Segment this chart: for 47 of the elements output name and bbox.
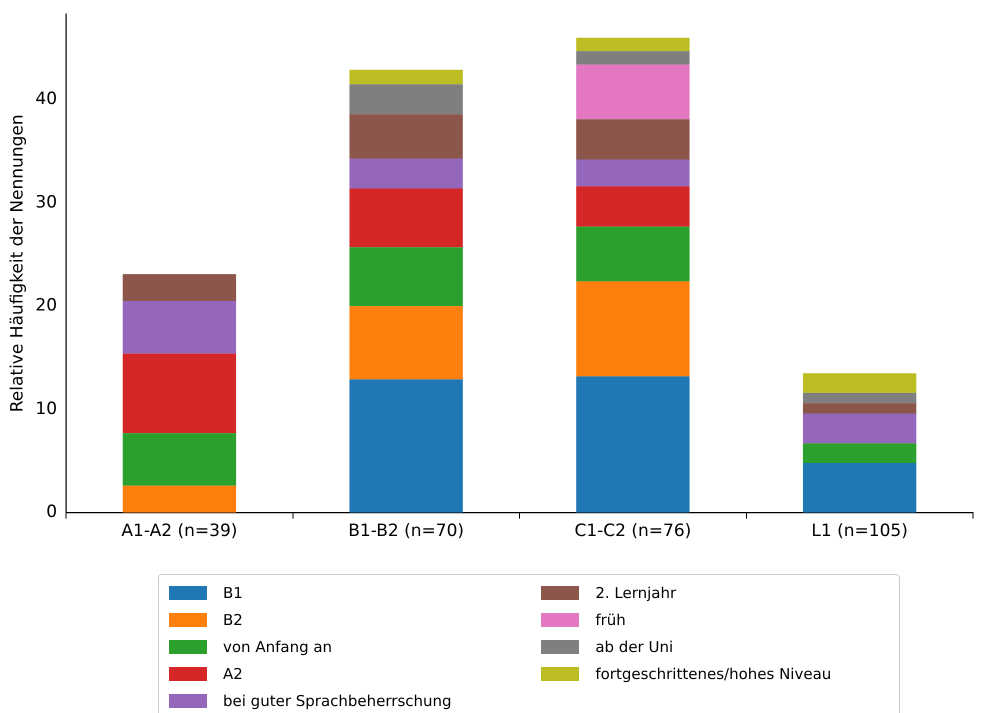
legend-label: fortgeschrittenes/hohes Niveau	[595, 664, 832, 682]
y-tick-label: 20	[35, 296, 58, 316]
bar	[802, 414, 916, 444]
y-tick-label: 10	[35, 398, 58, 419]
y-tick-label: 0	[46, 502, 58, 522]
x-tick-label: A1-A2 (n=39)	[121, 521, 238, 542]
bar	[576, 51, 690, 65]
bar	[576, 64, 690, 120]
bar	[349, 114, 463, 159]
bar	[576, 226, 690, 282]
legend-label: A2	[223, 664, 243, 682]
bar	[576, 119, 690, 160]
bar	[576, 376, 690, 513]
bar	[802, 392, 916, 404]
bar	[802, 373, 916, 393]
bar	[802, 443, 916, 464]
y-tick-label: 40	[35, 89, 58, 110]
bar	[576, 281, 690, 376]
y-tick-label: 30	[35, 192, 58, 212]
bar	[349, 306, 463, 380]
bar	[122, 274, 236, 301]
bar	[349, 70, 463, 84]
legend-label: B2	[223, 610, 243, 628]
legend-label: bei guter Sprachbeherrschung	[223, 692, 452, 710]
bar	[349, 188, 463, 248]
x-tick-label: L1 (n=105)	[811, 521, 908, 542]
legend-label: früh	[595, 610, 626, 628]
bar	[349, 247, 463, 306]
bar	[802, 463, 916, 513]
bar	[122, 486, 236, 513]
bar	[576, 160, 690, 186]
legend-label: 2. Lernjahr	[595, 584, 676, 602]
bar	[349, 379, 463, 513]
legend-label: von Anfang an	[223, 638, 332, 656]
bar	[576, 38, 690, 52]
bar	[122, 300, 236, 354]
x-tick-label: C1-C2 (n=76)	[574, 521, 692, 542]
bar	[122, 354, 236, 434]
bar	[802, 403, 916, 414]
bar	[576, 186, 690, 227]
x-tick-label: B1-B2 (n=70)	[348, 521, 464, 542]
bar	[122, 433, 236, 486]
y-axis-title: Relative Häufigkeit der Nennungen	[8, 114, 28, 412]
bar	[349, 158, 463, 188]
bar	[349, 84, 463, 114]
legend-label: ab der Uni	[595, 638, 674, 656]
legend-label: B1	[223, 584, 243, 602]
